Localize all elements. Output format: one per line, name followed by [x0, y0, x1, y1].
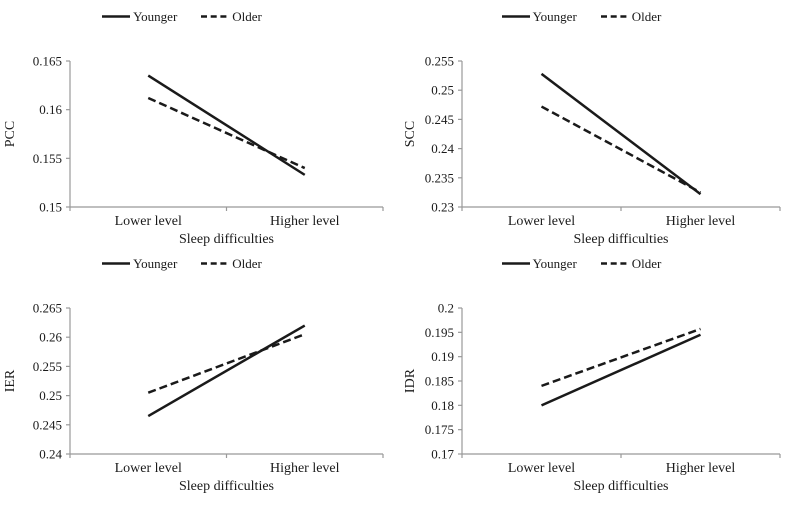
- y-tick-label: 0.17: [431, 447, 454, 462]
- younger-line: [147, 74, 306, 176]
- y-tick-label: 0.155: [33, 151, 62, 166]
- legend-item-younger: Younger: [102, 10, 177, 23]
- younger-solid-line-swatch: [501, 15, 530, 18]
- y-tick-label: 0.235: [425, 170, 454, 185]
- older-line: [147, 333, 306, 394]
- category-label: Higher level: [666, 461, 736, 476]
- x-axis-title: Sleep difficulties: [574, 232, 669, 247]
- legend-label-older: Older: [631, 256, 662, 271]
- legend-scc: Younger Older: [382, 10, 781, 23]
- legend-label-younger: Younger: [133, 256, 178, 271]
- y-tick-label: 0.26: [39, 330, 62, 345]
- y-tick-label: 0.195: [425, 325, 454, 340]
- category-label: Higher level: [270, 214, 340, 229]
- legend-label-younger: Younger: [133, 9, 178, 24]
- y-tick-label: 0.18: [431, 398, 454, 413]
- chart-panel-ier: Younger Older 0.24 0.245 0.25 0.255 0.26 0.26…: [0, 247, 400, 527]
- y-tick-label: 0.265: [33, 301, 62, 316]
- pcc-plot: 0.15 0.155 0.16 0.165 Lower level Higher leve…: [3, 54, 384, 247]
- y-tick-label: 0.16: [39, 102, 62, 117]
- younger-line: [540, 333, 702, 407]
- y-tick-label: 0.255: [425, 54, 454, 69]
- legend-label-younger: Younger: [532, 9, 577, 24]
- y-tick-label: 0.24: [39, 447, 62, 462]
- legend-item-older: Older: [201, 257, 262, 270]
- legend-item-older: Older: [201, 10, 262, 23]
- y-tick-label: 0.185: [425, 374, 454, 389]
- y-axis-title: PCC: [3, 121, 18, 147]
- y-tick-label: 0.24: [431, 141, 454, 156]
- older-line: [541, 327, 701, 388]
- y-tick-label: 0.15: [39, 200, 62, 215]
- idr-plot: 0.17 0.175 0.18 0.185 0.19 0.195 0.2 Lower leve…: [403, 301, 781, 494]
- older-dashed-line-swatch: [600, 15, 629, 18]
- category-label: Higher level: [270, 461, 340, 476]
- legend-pcc: Younger Older: [0, 10, 382, 23]
- ier-plot: 0.24 0.245 0.25 0.255 0.26 0.265 Lower level Hi…: [3, 301, 384, 494]
- legend-item-younger: Younger: [102, 257, 177, 270]
- y-axis-title: IDR: [403, 368, 418, 393]
- older-dashed-line-swatch: [201, 15, 230, 18]
- older-dashed-line-swatch: [600, 262, 629, 265]
- younger-solid-line-swatch: [102, 15, 131, 18]
- younger-line: [540, 72, 702, 196]
- category-label: Lower level: [115, 214, 182, 229]
- legend-ier: Younger Older: [0, 257, 382, 270]
- x-axis-title: Sleep difficulties: [574, 479, 669, 494]
- older-line: [540, 105, 702, 194]
- y-tick-label: 0.25: [39, 388, 62, 403]
- y-tick-label: 0.23: [431, 200, 454, 215]
- y-tick-label: 0.2: [438, 301, 454, 316]
- legend-item-older: Older: [600, 9, 662, 24]
- x-axis-title: Sleep difficulties: [179, 232, 274, 247]
- legend-idr: Younger Older: [382, 257, 781, 270]
- y-tick-label: 0.19: [431, 349, 454, 364]
- younger-solid-line-swatch: [102, 262, 131, 265]
- legend-label-younger: Younger: [532, 256, 577, 271]
- legend-label-older: Older: [232, 256, 262, 271]
- legend-item-younger: Younger: [501, 256, 577, 271]
- y-tick-label: 0.245: [425, 112, 454, 127]
- y-axis-title: SCC: [403, 121, 418, 147]
- x-axis-title: Sleep difficulties: [179, 479, 274, 494]
- y-axis-title: IER: [3, 369, 18, 392]
- category-label: Lower level: [508, 214, 575, 229]
- category-label: Higher level: [666, 214, 736, 229]
- younger-line: [147, 324, 306, 418]
- legend-label-older: Older: [631, 9, 662, 24]
- y-tick-label: 0.245: [33, 417, 62, 432]
- scc-plot: 0.23 0.235 0.24 0.245 0.25 0.255 Lower level Hi…: [403, 54, 781, 247]
- y-tick-label: 0.25: [431, 83, 454, 98]
- older-line: [147, 96, 306, 170]
- y-tick-label: 0.175: [425, 422, 454, 437]
- legend-item-younger: Younger: [501, 9, 577, 24]
- chart-panel-pcc: Younger Older 0.15 0.155 0.16 0.165 Lower le…: [0, 0, 400, 247]
- younger-solid-line-swatch: [501, 262, 530, 265]
- chart-panel-idr: Younger Older 0.17 0.175 0.18 0.185 0.19 0.19…: [400, 247, 799, 527]
- chart-panel-scc: Younger Older 0.23 0.235 0.24 0.245 0.25 0.25…: [400, 0, 799, 247]
- y-tick-label: 0.255: [33, 359, 62, 374]
- y-tick-label: 0.165: [33, 54, 62, 69]
- legend-label-older: Older: [232, 9, 262, 24]
- category-label: Lower level: [115, 461, 182, 476]
- older-dashed-line-swatch: [201, 262, 230, 265]
- category-label: Lower level: [508, 461, 575, 476]
- legend-item-older: Older: [600, 256, 662, 271]
